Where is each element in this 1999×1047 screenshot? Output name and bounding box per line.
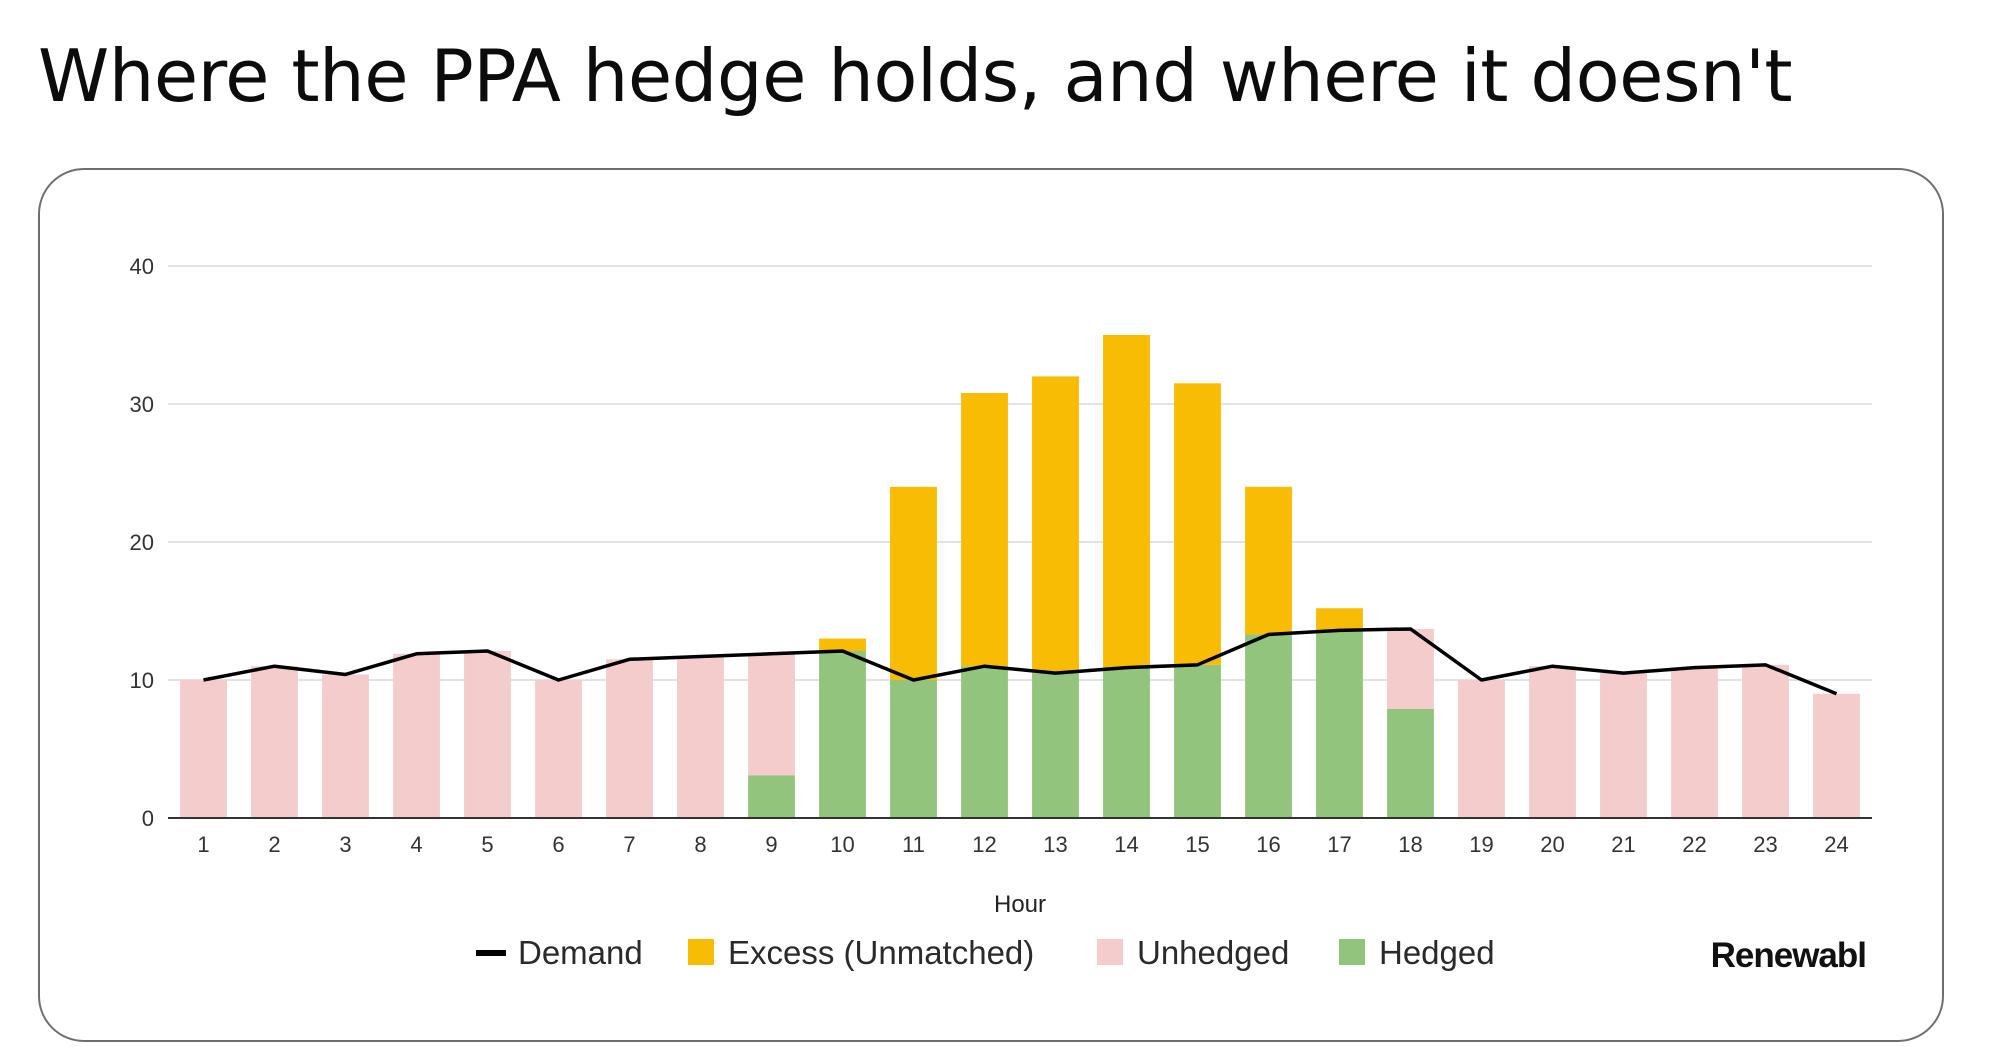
legend-item-demand: Demand <box>476 934 643 971</box>
legend-item-excess-unmatched: Excess (Unmatched) <box>688 934 1034 971</box>
bar-unhedged <box>1671 667 1718 818</box>
bar-excess-unmatched <box>1103 335 1150 668</box>
x-tick-label: 3 <box>339 832 351 857</box>
legend-item-hedged: Hedged <box>1339 934 1495 971</box>
x-tick-label: 6 <box>552 832 564 857</box>
bar-unhedged <box>748 653 795 776</box>
bar-excess-unmatched <box>819 638 866 652</box>
bar-hedged <box>890 680 937 818</box>
bar-unhedged <box>1600 673 1647 818</box>
bar-unhedged <box>180 680 227 818</box>
x-tick-label: 8 <box>694 832 706 857</box>
bar-unhedged <box>1813 693 1860 818</box>
y-tick-label: 0 <box>142 806 154 831</box>
bar-unhedged <box>1529 666 1576 818</box>
x-tick-label: 13 <box>1043 832 1067 857</box>
bar-excess-unmatched <box>961 392 1008 667</box>
brand-logo: Renewabl <box>1711 936 1866 975</box>
x-tick-label: 24 <box>1824 832 1848 857</box>
legend-swatch <box>1097 939 1123 965</box>
bar-unhedged <box>1458 680 1505 818</box>
legend-label: Hedged <box>1379 934 1495 971</box>
y-tick-label: 10 <box>130 668 154 693</box>
bar-hedged <box>1174 664 1221 818</box>
y-tick-label: 40 <box>130 254 154 279</box>
x-tick-label: 15 <box>1185 832 1209 857</box>
chart-card: 0 10 20 30 40 1 2 3 4 5 6 7 8 9 10 11 12 13 14 15 16 17 18 19 2… <box>38 168 1944 1042</box>
y-axis-ticks: 0 10 20 30 40 <box>130 254 154 831</box>
bar-unhedged <box>1742 664 1789 818</box>
x-tick-label: 14 <box>1114 832 1138 857</box>
bar-hedged <box>1316 630 1363 818</box>
bar-hedged <box>1387 708 1434 818</box>
bar-hedged <box>1032 673 1079 818</box>
x-tick-label: 7 <box>623 832 635 857</box>
y-tick-label: 20 <box>130 530 154 555</box>
x-tick-label: 11 <box>902 832 925 857</box>
x-tick-label: 5 <box>481 832 493 857</box>
bar-hedged <box>1245 634 1292 818</box>
legend-label: Unhedged <box>1137 934 1289 971</box>
x-tick-label: 21 <box>1611 832 1635 857</box>
bar-unhedged <box>464 651 511 818</box>
x-tick-label: 2 <box>268 832 280 857</box>
x-tick-label: 19 <box>1469 832 1493 857</box>
x-tick-label: 9 <box>765 832 777 857</box>
x-tick-label: 23 <box>1753 832 1777 857</box>
x-axis-title: Hour <box>994 891 1046 918</box>
x-tick-label: 10 <box>830 832 854 857</box>
x-tick-label: 18 <box>1398 832 1422 857</box>
bar-excess-unmatched <box>1174 383 1221 665</box>
bar-unhedged <box>677 656 724 818</box>
demand-line <box>203 627 1838 696</box>
x-tick-label: 22 <box>1682 832 1706 857</box>
legend-swatch <box>688 939 714 965</box>
legend-label: Excess (Unmatched) <box>728 934 1034 971</box>
bar-hedged <box>961 666 1008 818</box>
bar-unhedged <box>251 666 298 818</box>
x-tick-label: 1 <box>197 832 209 857</box>
legend-item-unhedged: Unhedged <box>1097 934 1289 971</box>
bars <box>180 335 1860 818</box>
legend-label: Demand <box>518 934 643 971</box>
x-tick-label: 4 <box>410 832 422 857</box>
bar-excess-unmatched <box>1245 486 1292 635</box>
bar-unhedged <box>393 653 440 818</box>
bar-unhedged <box>606 659 653 818</box>
x-axis-ticks: 1 2 3 4 5 6 7 8 9 10 11 12 13 14 15 16 17 18 19 20 21 22 23 24 <box>197 832 1848 857</box>
bar-unhedged <box>535 680 582 818</box>
gridlines <box>168 265 1872 681</box>
bar-excess-unmatched <box>890 486 937 680</box>
legend: Demand Excess (Unmatched) Unhedged Hedged <box>476 934 1495 971</box>
x-tick-label: 12 <box>972 832 996 857</box>
y-tick-label: 30 <box>130 392 154 417</box>
demand-line-layer <box>203 627 1838 696</box>
legend-swatch <box>476 950 506 956</box>
bar-excess-unmatched <box>1032 376 1079 674</box>
bar-hedged <box>819 651 866 818</box>
page-title: Where the PPA hedge holds, and where it … <box>38 34 1793 118</box>
bar-unhedged <box>322 674 369 818</box>
bar-hedged <box>748 775 795 818</box>
x-tick-label: 20 <box>1540 832 1564 857</box>
x-tick-label: 17 <box>1327 832 1351 857</box>
legend-swatch <box>1339 939 1365 965</box>
x-tick-label: 16 <box>1256 832 1280 857</box>
bar-excess-unmatched <box>1316 608 1363 631</box>
bar-hedged <box>1103 667 1150 818</box>
